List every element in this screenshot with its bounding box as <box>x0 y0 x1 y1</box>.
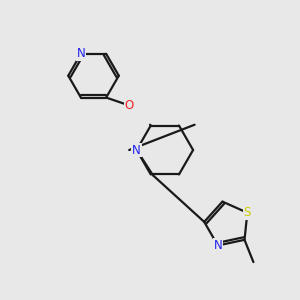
Text: N: N <box>132 143 141 157</box>
Text: O: O <box>124 99 134 112</box>
Text: N: N <box>76 47 85 60</box>
Text: N: N <box>214 239 222 252</box>
Text: S: S <box>244 206 251 219</box>
